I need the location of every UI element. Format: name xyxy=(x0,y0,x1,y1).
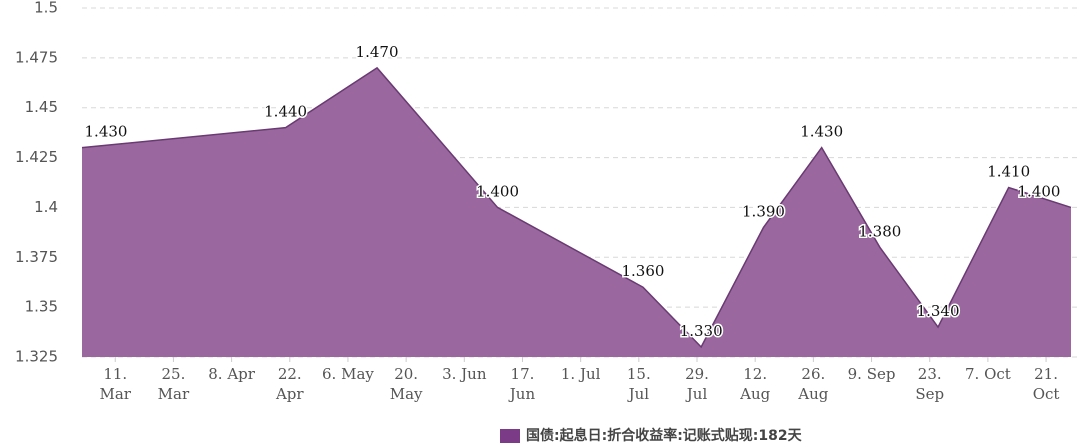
y-tick-label: 1.475 xyxy=(15,48,58,66)
data-label: 1.340 xyxy=(917,302,960,320)
y-tick-label: 1.4 xyxy=(34,198,58,216)
x-tick-label: 8. Apr xyxy=(208,365,256,383)
x-tick-label: 12. Aug xyxy=(739,365,770,403)
y-tick-label: 1.5 xyxy=(34,0,58,17)
area xyxy=(82,67,1071,357)
x-tick-label: 1. Jul xyxy=(561,365,601,383)
x-tick-label-line: Jul xyxy=(627,385,650,403)
x-tick-label-line: 12. xyxy=(743,365,767,383)
area-line xyxy=(81,66,1072,349)
x-tick-label-line: Sep xyxy=(915,385,944,403)
data-label: 1.330 xyxy=(680,322,723,340)
x-tick-label: 29. Jul xyxy=(685,365,709,403)
y-tick-label: 1.375 xyxy=(15,248,58,266)
y-tick-label: 1.425 xyxy=(15,148,58,166)
x-tick-label-line: 20. xyxy=(394,365,418,383)
data-label: 1.430 xyxy=(800,123,843,141)
y-tick-label: 1.35 xyxy=(25,298,58,316)
x-tick-label-line: May xyxy=(390,385,423,403)
x-tick-label: 22. Apr xyxy=(275,365,304,403)
x-tick-label: 9. Sep xyxy=(848,365,896,383)
data-label: 1.400 xyxy=(1018,182,1061,200)
x-tick-label-line: 22. xyxy=(278,365,302,383)
x-tick-label-line: Apr xyxy=(275,385,304,403)
x-tick-label: 21. Oct xyxy=(1033,365,1060,403)
data-label: 1.410 xyxy=(987,162,1030,180)
x-tick-label-line: 21. xyxy=(1034,365,1058,383)
x-tick-label-line: Mar xyxy=(158,385,190,403)
x-tick-label: 15. Jul xyxy=(627,365,651,403)
x-tick-label-line: Mar xyxy=(100,385,132,403)
y-tick-label: 1.325 xyxy=(15,348,58,366)
x-tick-label-line: Jun xyxy=(508,385,536,403)
x-tick-label-line: 15. xyxy=(627,365,651,383)
x-tick-label: 6. May xyxy=(322,365,374,383)
data-label: 1.390 xyxy=(742,202,785,220)
x-tick-label-line: Oct xyxy=(1033,385,1060,403)
x-tick-label: 23. Sep xyxy=(915,365,944,403)
x-tick-label: 17. Jun xyxy=(508,365,536,403)
x-tick-label: 7. Oct xyxy=(965,365,1011,383)
data-label: 1.400 xyxy=(476,182,519,200)
x-tick-label-line: 23. xyxy=(918,365,942,383)
x-tick-label-line: 17. xyxy=(511,365,535,383)
x-tick-label: 20. May xyxy=(390,365,423,403)
y-tick-label: 1.45 xyxy=(25,98,58,116)
x-tick-label-line: 11. xyxy=(103,365,127,383)
data-label: 1.360 xyxy=(622,262,665,280)
x-tick-label: 3. Jun xyxy=(442,365,487,383)
x-tick-label-line: Aug xyxy=(739,385,770,403)
legend-label[interactable]: 国债:起息日:折合收益率:记账式贴现:182天 xyxy=(526,427,803,444)
x-tick-label-line: Jul xyxy=(685,385,708,403)
x-tick-label: 11. Mar xyxy=(100,365,132,403)
x-tick-label-line: 25. xyxy=(161,365,185,383)
x-tick-label: 25. Mar xyxy=(158,365,190,403)
data-label: 1.440 xyxy=(264,103,307,121)
x-tick-label-line: 26. xyxy=(801,365,825,383)
x-tick-label-line: 29. xyxy=(685,365,709,383)
data-label: 1.380 xyxy=(858,222,901,240)
data-label: 1.470 xyxy=(356,43,399,61)
x-tick-label: 26. Aug xyxy=(797,365,828,403)
legend-swatch[interactable] xyxy=(500,429,520,443)
data-label: 1.430 xyxy=(85,123,128,141)
x-tick-label-line: Aug xyxy=(797,385,828,403)
